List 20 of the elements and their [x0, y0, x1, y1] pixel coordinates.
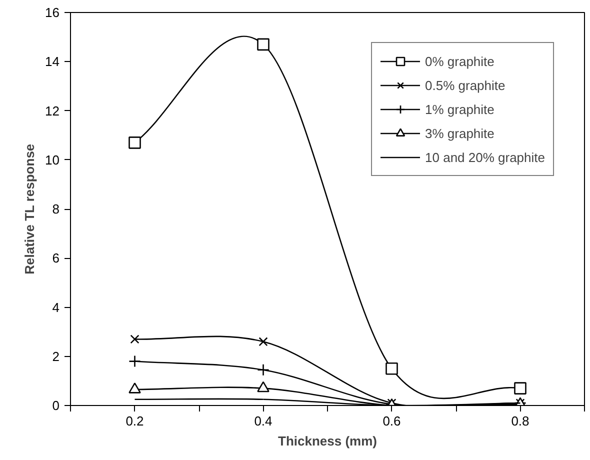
- legend-label: 10 and 20% graphite: [425, 150, 545, 164]
- y-tick-label: 2: [52, 348, 60, 364]
- y-tick-label: 10: [45, 152, 60, 168]
- y-axis-title: Relative TL response: [22, 144, 38, 274]
- y-tick-label: 8: [52, 202, 60, 216]
- x-tick-label: 0.2: [126, 414, 144, 428]
- y-tick-label: 12: [45, 103, 60, 118]
- x-tick-label: 0.8: [511, 414, 530, 428]
- y-tick-label: 6: [52, 250, 60, 266]
- x-tick-label: 0.4: [254, 414, 272, 428]
- x-axis-title: Thickness (mm): [278, 434, 377, 448]
- legend-label: 0% graphite: [425, 54, 494, 68]
- legend-label: 3% graphite: [425, 126, 494, 140]
- y-tick-label: 4: [52, 300, 60, 315]
- legend-label: 0.5% graphite: [425, 78, 506, 92]
- y-tick-label: 16: [45, 5, 60, 20]
- y-tick-label: 14: [45, 54, 60, 70]
- legend-label: 1% graphite: [425, 102, 494, 116]
- x-tick-label: 0.6: [382, 414, 401, 428]
- y-tick-label: 0: [52, 398, 60, 413]
